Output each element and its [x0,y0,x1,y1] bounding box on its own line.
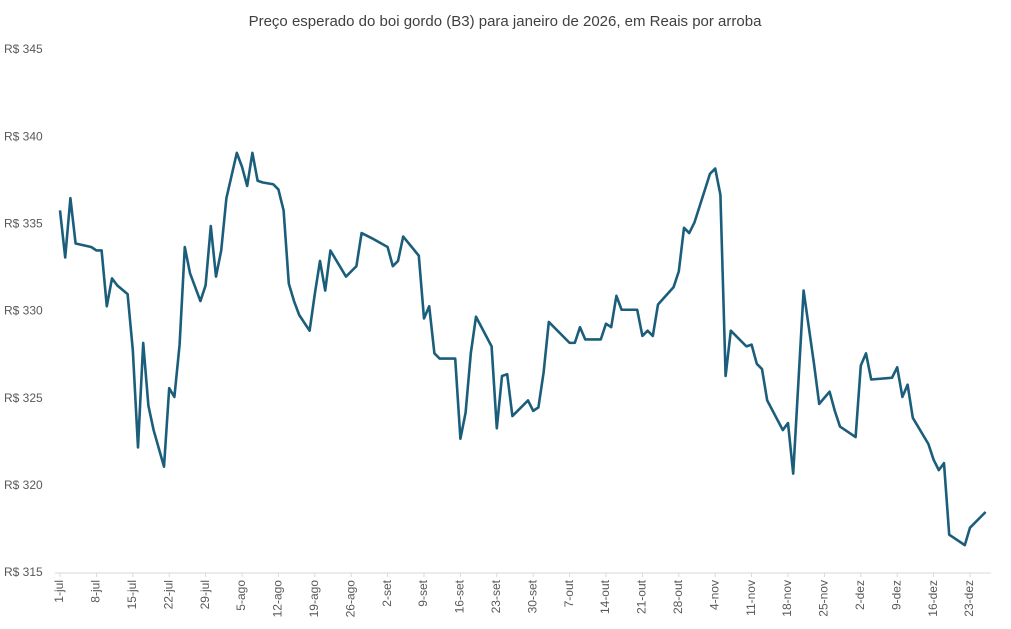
y-tick-label: R$ 340 [4,129,43,143]
x-tick-label: 7-out [562,579,576,607]
x-tick-label: 23-dez [962,580,976,617]
x-tick-label: 9-dez [889,580,903,610]
y-tick-label: R$ 330 [4,304,43,318]
y-tick-label: R$ 320 [4,478,43,492]
y-tick-label: R$ 335 [4,217,43,231]
y-tick-label: R$ 325 [4,391,43,405]
x-tick-label: 5-ago [234,580,248,611]
x-tick-label: 14-out [598,579,612,614]
line-series [58,151,987,547]
x-tick-label: 19-ago [307,580,321,618]
x-tick-label: 4-nov [707,580,721,610]
x-tick-label: 22-jul [161,580,175,609]
x-tick-label: 11-nov [744,580,758,616]
x-tick-label: 9-set [416,579,430,606]
chart-title: Preço esperado do boi gordo (B3) para ja… [249,13,762,30]
x-tick-label: 1-jul [52,580,66,603]
x-tick-label: 2-dez [853,580,867,610]
x-tick-label: 25-nov [817,580,831,617]
x-tick-label: 16-dez [926,580,940,617]
x-tick-label: 28-out [671,579,685,614]
x-tick-label: 16-set [453,579,467,613]
x-tick-label: 15-jul [125,580,139,609]
x-tick-label: 12-ago [271,580,285,618]
x-tick-label: 29-jul [198,580,212,609]
x-tick-label: 2-set [380,579,394,606]
x-tick-label: 8-jul [89,580,103,603]
x-tick-label: 23-set [489,579,503,613]
x-tick-label: 21-out [635,579,649,614]
x-tick-label: 26-ago [343,580,357,618]
x-tick-label: 18-nov [780,580,794,617]
x-tick-label: 30-set [525,579,539,613]
y-tick-label: R$ 345 [4,42,43,56]
y-tick-label: R$ 315 [4,565,43,579]
